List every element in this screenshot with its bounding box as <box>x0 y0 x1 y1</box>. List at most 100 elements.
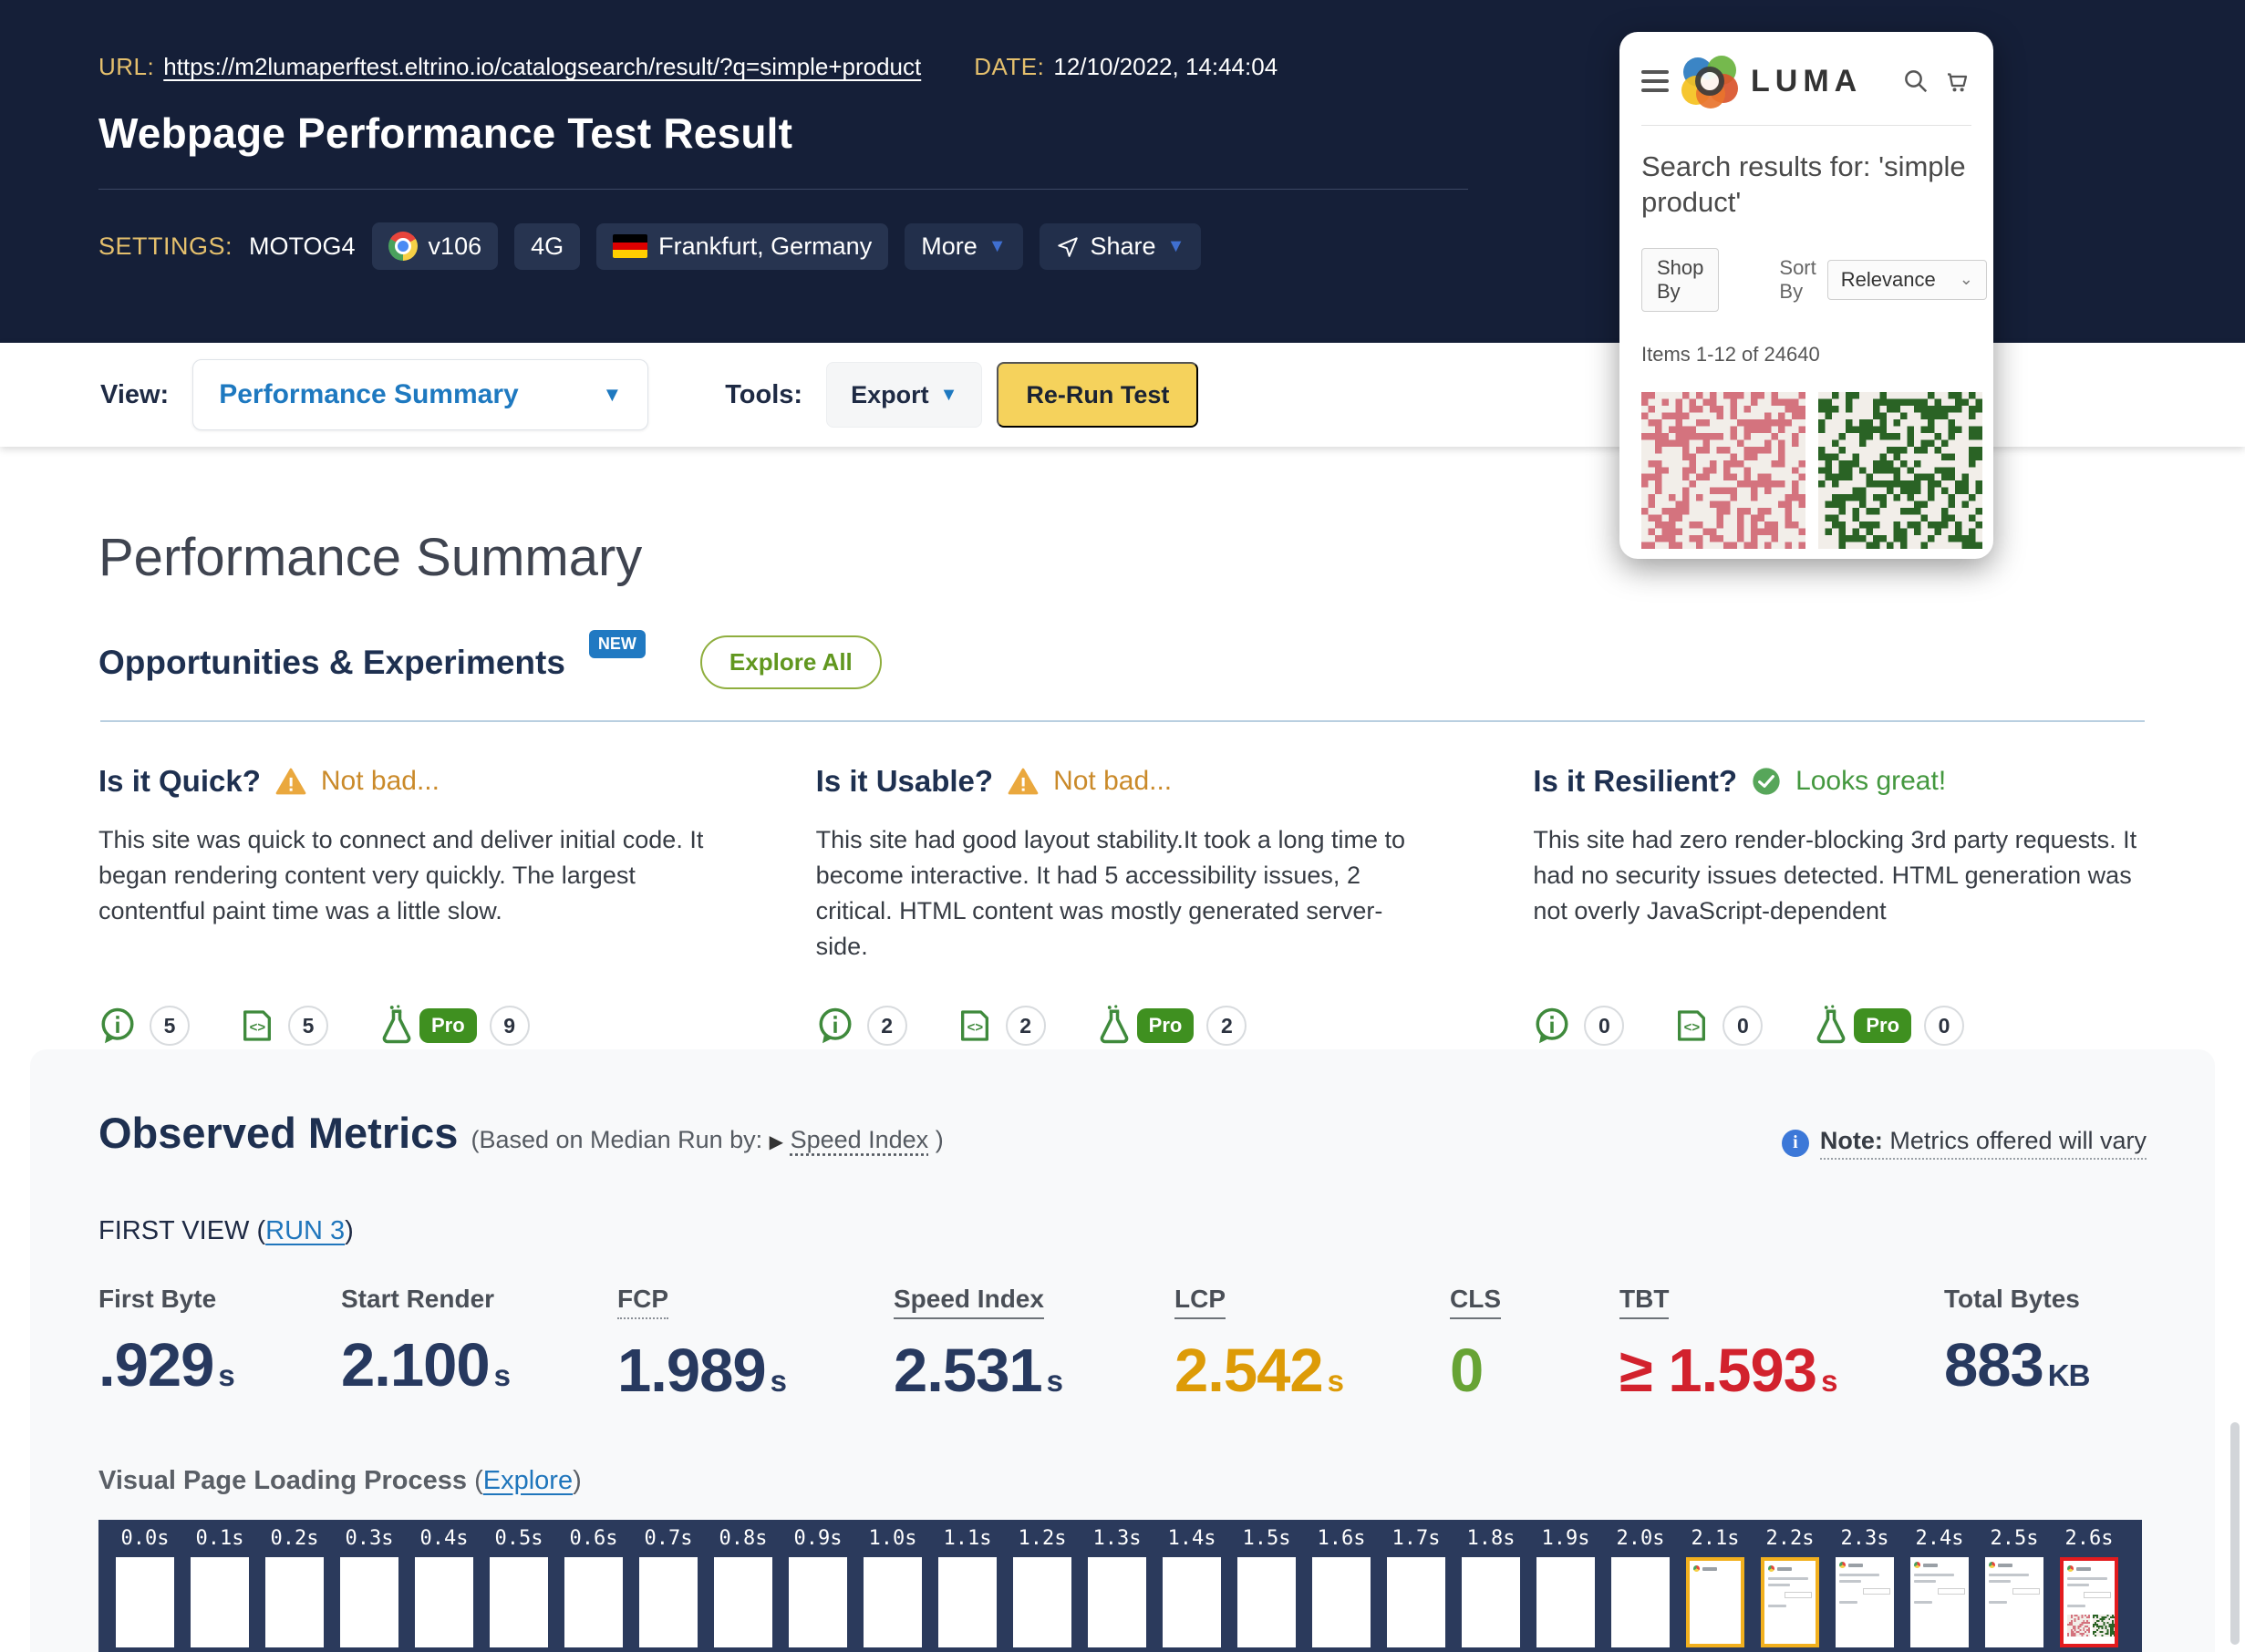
code-count[interactable]: 5 <box>288 1006 328 1046</box>
export-button[interactable]: Export ▼ <box>826 362 982 428</box>
frame-thumbnail[interactable] <box>1910 1557 1969 1647</box>
rerun-label: Re-Run Test <box>1026 381 1169 409</box>
frame-time-label: 0.4s <box>420 1529 469 1549</box>
frame-thumbnail[interactable] <box>564 1557 623 1647</box>
frame-thumbnail[interactable] <box>864 1557 922 1647</box>
frame-thumbnail[interactable] <box>1462 1557 1520 1647</box>
frame-thumbnail[interactable] <box>415 1557 473 1647</box>
frame-thumbnail[interactable] <box>938 1557 997 1647</box>
filmstrip-frame: 1.3s <box>1080 1529 1154 1652</box>
opportunities-heading: Opportunities & Experiments <box>98 644 565 682</box>
frame-thumbnail[interactable] <box>1088 1557 1146 1647</box>
frame-thumbnail[interactable] <box>265 1557 324 1647</box>
expander-triangle-icon[interactable]: ▶ <box>770 1132 783 1152</box>
tools-label: Tools: <box>725 380 802 410</box>
export-label: Export <box>851 381 929 409</box>
assessment-cards: Is it Quick? Not bad... This site was qu… <box>98 764 2147 1047</box>
metric-label: Total Bytes <box>1944 1285 2080 1314</box>
experiments-count[interactable]: 9 <box>490 1006 530 1046</box>
opportunities-header-row: Opportunities & Experiments NEW Explore … <box>98 635 2147 689</box>
frame-thumbnail[interactable] <box>2060 1557 2118 1647</box>
observed-metrics-section: Observed Metrics (Based on Median Run by… <box>30 1049 2215 1652</box>
tested-page-screenshot[interactable]: LUMA Search results for: 'simple product… <box>1619 32 1993 559</box>
explore-link[interactable]: Explore <box>483 1466 573 1495</box>
rerun-test-button[interactable]: Re-Run Test <box>997 362 1198 428</box>
code-count[interactable]: 0 <box>1723 1006 1763 1046</box>
info-bubble-icon <box>1533 1007 1571 1045</box>
frame-thumbnail[interactable] <box>1761 1557 1819 1647</box>
metric-value: ≥ 1.593 s <box>1619 1336 1944 1406</box>
frame-thumbnail[interactable] <box>714 1557 772 1647</box>
more-button[interactable]: More ▼ <box>905 223 1022 270</box>
card-question: Is it Resilient? <box>1533 764 1737 799</box>
items-count: Items 1-12 of 24640 <box>1641 343 1971 367</box>
metric-label[interactable]: CLS <box>1450 1285 1501 1319</box>
frame-thumbnail[interactable] <box>116 1557 174 1647</box>
frame-thumbnail[interactable] <box>490 1557 548 1647</box>
frame-thumbnail[interactable] <box>1237 1557 1296 1647</box>
experiments-count[interactable]: 2 <box>1206 1006 1247 1046</box>
frame-thumbnail[interactable] <box>1387 1557 1445 1647</box>
metric-total-bytes: Total Bytes 883 KB <box>1944 1285 2147 1406</box>
metric-value: 0 <box>1450 1336 1619 1406</box>
frame-time-label: 2.2s <box>1766 1529 1815 1549</box>
tested-url-link[interactable]: https://m2lumaperftest.eltrino.io/catalo… <box>163 53 921 81</box>
info-count[interactable]: 2 <box>867 1006 907 1046</box>
chevron-down-icon: ⌄ <box>1960 270 1973 289</box>
metric-label: Start Render <box>341 1285 494 1314</box>
frame-time-label: 0.8s <box>719 1529 768 1549</box>
metric-value: 2.542 s <box>1174 1336 1450 1406</box>
chevron-down-icon: ▼ <box>1167 236 1185 257</box>
filmstrip-frame: 2.4s <box>1902 1529 1977 1652</box>
frame-time-label: 0.6s <box>570 1529 618 1549</box>
metric-label[interactable]: FCP <box>617 1285 668 1319</box>
metric-label[interactable]: LCP <box>1174 1285 1226 1319</box>
frame-thumbnail[interactable] <box>1836 1557 1894 1647</box>
frame-thumbnail[interactable] <box>1611 1557 1670 1647</box>
experiment-flask-icon <box>1095 1005 1133 1047</box>
frame-thumbnail[interactable] <box>639 1557 698 1647</box>
frame-thumbnail[interactable] <box>1163 1557 1221 1647</box>
metric-label[interactable]: TBT <box>1619 1285 1669 1319</box>
note-text: Metrics offered will vary <box>1883 1127 2147 1154</box>
frame-time-label: 0.1s <box>196 1529 244 1549</box>
search-icon <box>1902 67 1929 95</box>
shop-by-button: Shop By <box>1641 248 1719 312</box>
frame-thumbnail[interactable] <box>340 1557 398 1647</box>
frame-time-label: 1.8s <box>1467 1529 1516 1549</box>
chevron-down-icon: ▼ <box>988 236 1007 257</box>
frame-thumbnail[interactable] <box>1985 1557 2043 1647</box>
experiments-count[interactable]: 0 <box>1924 1006 1964 1046</box>
frame-thumbnail[interactable] <box>1013 1557 1071 1647</box>
cart-icon <box>1942 67 1971 95</box>
browser-chip[interactable]: v106 <box>372 222 499 270</box>
info-count[interactable]: 5 <box>150 1006 190 1046</box>
info-count[interactable]: 0 <box>1584 1006 1624 1046</box>
frame-thumbnail[interactable] <box>191 1557 249 1647</box>
card-verdict: Not bad... <box>321 766 440 797</box>
metrics-note[interactable]: i Note: Metrics offered will vary <box>1782 1127 2147 1160</box>
share-button[interactable]: Share ▼ <box>1040 223 1202 270</box>
view-select[interactable]: Performance Summary ▼ <box>192 359 648 430</box>
metric-label: First Byte <box>98 1285 216 1314</box>
explore-all-button[interactable]: Explore All <box>700 635 882 689</box>
connection-chip[interactable]: 4G <box>514 223 580 270</box>
frame-thumbnail[interactable] <box>1536 1557 1595 1647</box>
filmstrip-frame: 2.6s <box>2052 1529 2126 1652</box>
card-verdict: Looks great! <box>1795 766 1946 797</box>
location-chip[interactable]: Frankfurt, Germany <box>596 223 888 270</box>
filmstrip-frame: 1.1s <box>930 1529 1005 1652</box>
frame-thumbnail[interactable] <box>1686 1557 1744 1647</box>
luma-logo <box>1681 56 1738 107</box>
page-scrollbar[interactable] <box>2230 1422 2240 1645</box>
speed-index-link[interactable]: Speed Index <box>791 1126 929 1153</box>
frame-thumbnail[interactable] <box>1312 1557 1371 1647</box>
frame-thumbnail[interactable] <box>789 1557 847 1647</box>
frame-time-label: 1.9s <box>1542 1529 1590 1549</box>
metric-label[interactable]: Speed Index <box>894 1285 1044 1319</box>
filmstrip-frame: 1.0s <box>855 1529 930 1652</box>
code-count[interactable]: 2 <box>1006 1006 1046 1046</box>
run-3-link[interactable]: RUN 3 <box>265 1216 345 1245</box>
warning-icon <box>275 768 306 795</box>
section-divider <box>100 720 2145 722</box>
